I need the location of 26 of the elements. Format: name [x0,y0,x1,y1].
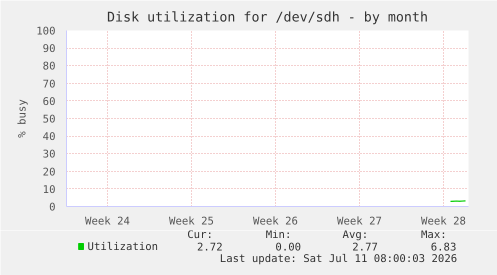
text: 2.72 [196,240,223,254]
x-tick-label: Week 24 [85,214,130,228]
text: Avg: [342,228,368,241]
text: Last update: Sat Jul 11 08:00:03 2026 [220,252,458,265]
x-tick-label: Week 28 [421,214,466,228]
chart-title: Disk utilization for /dev/sdh - by month [107,10,428,26]
y-tick-label: 20 [42,165,56,178]
x-tick-label: Week 26 [253,214,298,228]
y-tick-label: 50 [42,112,56,126]
y-tick-label: 100 [36,24,56,38]
legend-label: Utilization [88,240,158,253]
x-tick-label: Week 27 [337,214,382,228]
y-tick-label: 10 [42,182,56,196]
y-tick-label: 30 [42,148,56,161]
y-tick-label: 70 [42,77,56,90]
y-axis-title: % busy [15,99,28,138]
y-tick-label: 60 [42,94,56,108]
y-tick-label: 0 [49,200,56,214]
text: 2.77 [352,240,378,254]
x-tick-label: Week 25 [169,214,214,228]
y-tick-label: 40 [42,130,56,144]
y-tick-label: 90 [42,42,56,56]
y-tick-label: 80 [42,60,56,73]
text: 6.83 [430,240,456,254]
text: Max: [421,228,447,241]
text: 0.00 [275,240,302,254]
